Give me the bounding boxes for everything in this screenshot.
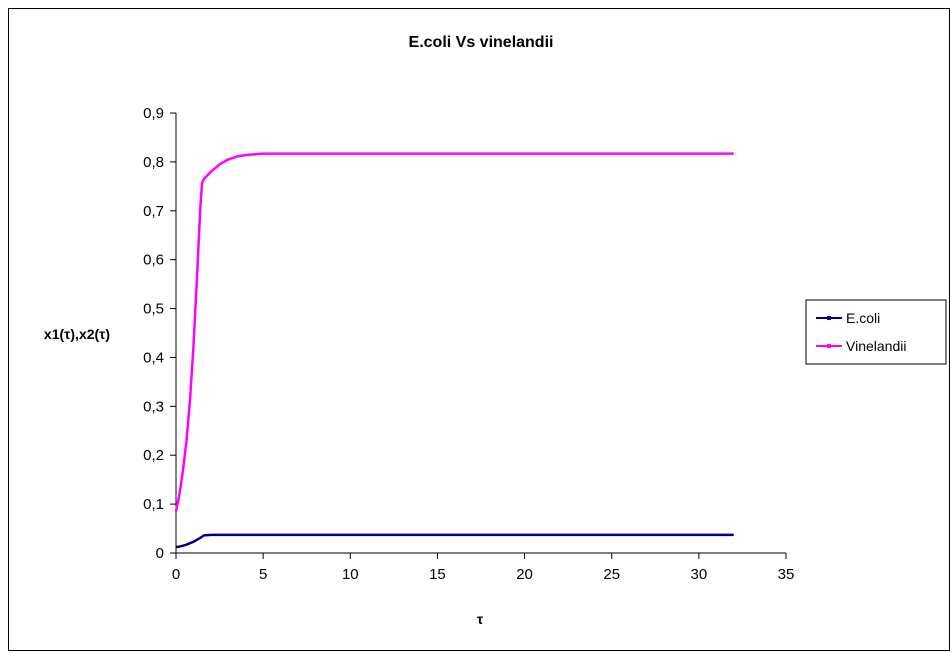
legend-marker-vinelandii: [827, 344, 831, 348]
x-tick-label: 5: [259, 566, 267, 583]
y-tick-label: 0: [156, 545, 164, 562]
y-tick-label: 0,7: [143, 203, 164, 220]
series-line-vinelandii: [174, 152, 734, 512]
x-tick-label: 35: [778, 566, 795, 583]
series-line-e-coli: [175, 533, 734, 549]
y-tick-label: 0,1: [143, 496, 164, 513]
chart-title: E.coli Vs vinelandii: [409, 34, 554, 51]
legend: E.coli Vinelandii: [805, 299, 947, 365]
y-tick-label: 0,6: [143, 252, 164, 269]
legend-label-e-coli: E.coli: [846, 310, 880, 326]
y-tick-label: 0,5: [143, 301, 164, 318]
legend-marker-e-coli: [827, 316, 831, 320]
legend-label-vinelandii: Vinelandii: [846, 338, 906, 354]
y-tick-label: 0,9: [143, 105, 164, 122]
axes: 0 0,1 0,2 0,3 0,4 0,5 0,6 0,7 0,8 0,9 0 5 10 15 20 25 30…: [143, 105, 794, 583]
x-tick-label: 0: [172, 566, 180, 583]
x-tick-label: 25: [603, 566, 620, 583]
x-tick-label: 30: [691, 566, 708, 583]
x-tick-label: 15: [429, 566, 446, 583]
x-tick-label: 20: [516, 566, 533, 583]
legend-box: [805, 299, 947, 365]
chart-area: [8, 8, 950, 651]
x-axis-label: τ: [477, 611, 484, 627]
y-axis-label: x1(τ),x2(τ): [44, 326, 110, 342]
y-tick-label: 0,3: [143, 398, 164, 415]
y-tick-label: 0,8: [143, 154, 164, 171]
y-tick-label: 0,4: [143, 349, 164, 366]
y-tick-label: 0,2: [143, 447, 164, 464]
series-lines: [174, 152, 734, 549]
x-tick-label: 10: [342, 566, 359, 583]
